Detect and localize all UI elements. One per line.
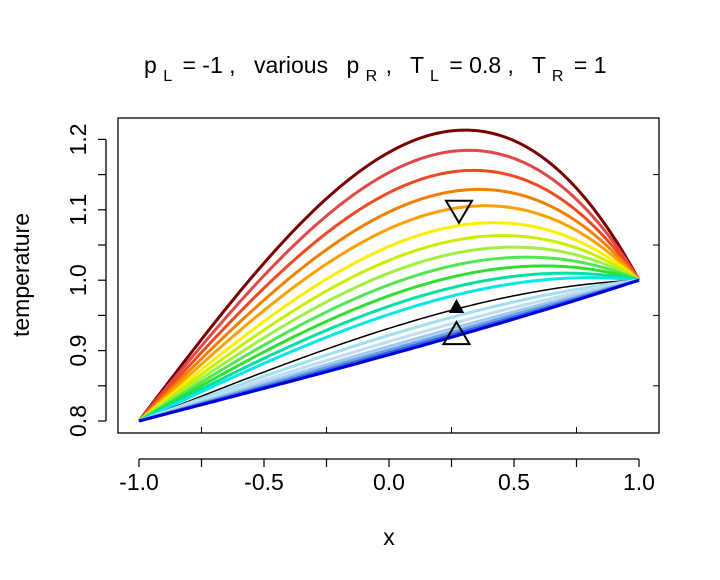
series-line (138, 278, 640, 423)
curves (137, 128, 641, 423)
title-t-left-sub: L (430, 68, 439, 85)
series-line (138, 271, 640, 423)
title-p-left: p (144, 52, 157, 78)
title-t-right-value: = 1 (574, 52, 607, 78)
open-up-triangle-marker (441, 320, 472, 346)
title-p-right-tail: , (386, 52, 392, 78)
y-tick-label: 0.8 (65, 405, 91, 437)
title-p-right: p (346, 52, 359, 78)
series-line (138, 255, 640, 423)
series-line (138, 278, 640, 423)
title-various: various (254, 52, 328, 78)
title-p-right-sub: R (366, 68, 378, 85)
title-t-left-value: = 0.8 , (449, 52, 514, 78)
x-axis-label: x (383, 524, 395, 550)
series-line (138, 264, 640, 423)
series-line (137, 148, 641, 422)
svg-text:p L = -1 , v: p L = -1 , various p R , T L = 0.8 , T R… (144, 52, 607, 86)
filled-up-triangle-marker (448, 298, 465, 313)
x-tick-label: -1.0 (119, 469, 159, 495)
y-axis-label: temperature (8, 213, 34, 337)
series-line (138, 221, 640, 423)
open-down-triangle-marker (444, 199, 474, 225)
series-line (138, 279, 640, 422)
y-tick-label: 1.0 (65, 264, 91, 296)
title-p-left-value: = -1 , (182, 52, 235, 78)
y-tick-label: 1.1 (65, 194, 91, 226)
x-tick-label: 0.5 (498, 469, 530, 495)
axes: -1.0 -0.5 0.0 0.5 1.0 0.8 0.9 1.0 1.1 1.2 (65, 117, 660, 495)
markers (441, 199, 474, 346)
series-line (137, 128, 641, 422)
title-t-right: T (532, 52, 546, 78)
y-tick-label: 0.9 (65, 335, 91, 367)
series-line (137, 187, 641, 423)
title-t-left: T (410, 52, 424, 78)
x-tick-label: -0.5 (244, 469, 284, 495)
series-line (138, 234, 640, 423)
title-t-right-sub: R (552, 68, 564, 85)
series-line (138, 276, 640, 423)
plot-frame (117, 117, 660, 434)
x-tick-label: 1.0 (623, 469, 655, 495)
y-tick-label: 1.2 (65, 123, 91, 155)
series-line (138, 278, 640, 423)
series-line (138, 245, 640, 423)
series-line (137, 204, 641, 423)
chart-title: p L = -1 , various p R , T L = 0.8 , T R… (144, 52, 607, 86)
title-p-left-sub: L (163, 68, 172, 85)
series-line (137, 168, 641, 423)
x-tick-label: 0.0 (373, 469, 405, 495)
